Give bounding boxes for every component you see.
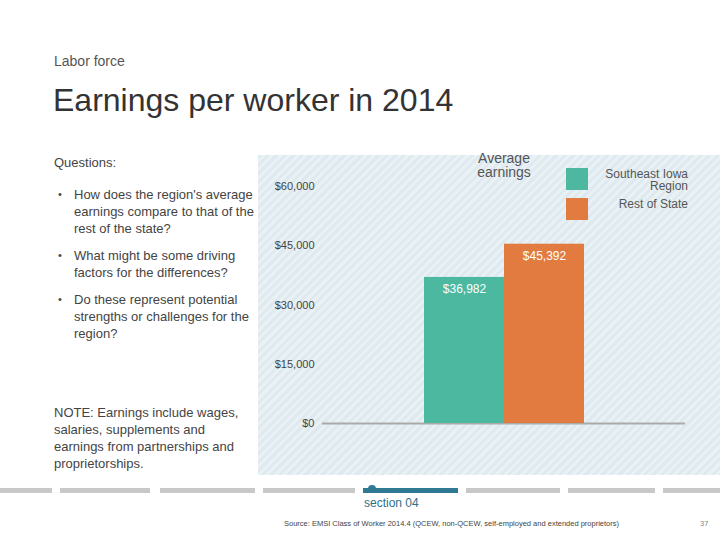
- html-text:Labor force: Labor force: [54, 53, 125, 69]
- html-text:Questions:: Questions:: [54, 155, 117, 170]
- html-text:Rest of State: Rest of State: [618, 197, 688, 211]
- html-text:Do these represent potential s: Do these represent potential strengths o…: [74, 292, 249, 341]
- svg-text:$30,000: $30,000: [275, 299, 315, 311]
- svg-text:$15,000: $15,000: [275, 358, 315, 370]
- html-text:How does the region's average: How does the region's average earnings c…: [74, 187, 254, 236]
- html-text:37: 37: [700, 519, 709, 528]
- html-text:Source: EMSI Class of Worker 2: Source: EMSI Class of Worker 2014.4 (QCE…: [284, 519, 619, 528]
- html-text:What might be some driving fac: What might be some driving factors for t…: [74, 248, 236, 280]
- svg-text:$36,982: $36,982: [443, 282, 487, 296]
- svg-text:$60,000: $60,000: [275, 180, 315, 192]
- html-text:NOTE: Earnings include wages,: NOTE: Earnings include wages, salaries, …: [54, 405, 239, 471]
- html-text:Southeast Iowa Region: Southeast Iowa Region: [605, 167, 688, 193]
- svg-text:$0: $0: [302, 417, 314, 429]
- svg-text:$45,392: $45,392: [523, 249, 567, 263]
- svg-text:Averageearnings: Averageearnings: [477, 150, 531, 180]
- html-text:section 04: section 04: [364, 496, 419, 510]
- svg-text:$45,000: $45,000: [275, 239, 315, 251]
- html-text:Earnings per worker in 2014: Earnings per worker in 2014: [53, 82, 454, 118]
